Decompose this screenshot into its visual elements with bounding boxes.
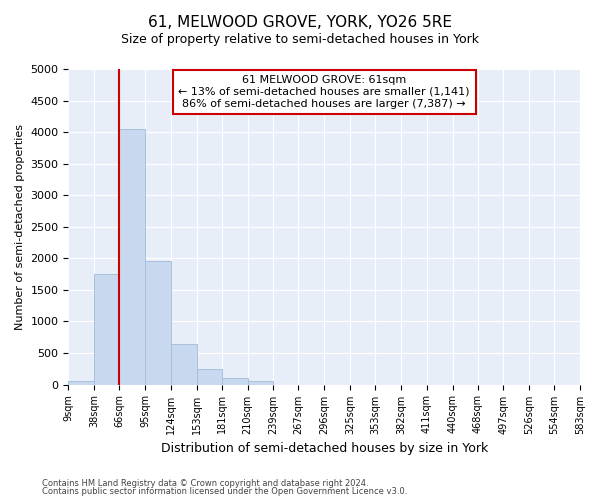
Bar (197, 370, 222, 384)
Bar (145, 262, 171, 384)
Text: 61 MELWOOD GROVE: 61sqm
← 13% of semi-detached houses are smaller (1,141)
86% of: 61 MELWOOD GROVE: 61sqm ← 13% of semi-de… (178, 76, 470, 108)
Bar (68, 381, 94, 384)
X-axis label: Distribution of semi-detached houses by size in York: Distribution of semi-detached houses by … (161, 442, 488, 455)
Text: 61, MELWOOD GROVE, YORK, YO26 5RE: 61, MELWOOD GROVE, YORK, YO26 5RE (148, 15, 452, 30)
Y-axis label: Number of semi-detached properties: Number of semi-detached properties (15, 124, 25, 330)
Bar (119, 129, 145, 384)
Bar (171, 344, 197, 384)
Bar (248, 382, 274, 384)
Text: Size of property relative to semi-detached houses in York: Size of property relative to semi-detach… (121, 32, 479, 46)
Bar (222, 378, 248, 384)
Text: Contains public sector information licensed under the Open Government Licence v3: Contains public sector information licen… (42, 487, 407, 496)
Text: Contains HM Land Registry data © Crown copyright and database right 2024.: Contains HM Land Registry data © Crown c… (42, 478, 368, 488)
Bar (94, 274, 119, 384)
